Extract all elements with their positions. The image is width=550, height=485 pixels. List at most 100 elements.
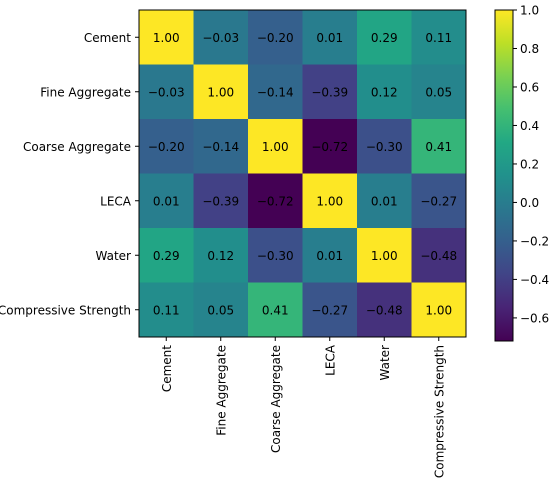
heatmap-cell <box>357 119 412 174</box>
heatmap-cell <box>302 10 358 65</box>
colorbar-tick-label: −0.6 <box>520 311 549 325</box>
cell-value-label: −0.27 <box>311 303 348 317</box>
cell-value-label: −0.39 <box>202 194 239 208</box>
heatmap-cell <box>357 173 412 229</box>
x-tick-label: Compressive Strength <box>432 345 446 478</box>
heatmap-cell <box>139 119 194 174</box>
heatmap-cell <box>411 173 467 229</box>
cell-value-label: 0.11 <box>153 303 180 317</box>
cell-value-label: −0.14 <box>202 140 239 154</box>
x-axis: Cement Fine Aggregate Coarse Aggregate LECA… <box>160 337 446 478</box>
cell-value-label: 0.41 <box>262 303 289 317</box>
x-tick-label: Cement <box>160 345 174 392</box>
cell-value-label: −0.39 <box>311 85 348 99</box>
cell-value-label: 0.05 <box>207 303 234 317</box>
cell-value-label: −0.03 <box>202 31 239 45</box>
heatmap-cell <box>302 282 358 338</box>
colorbar-tick-label: 0.6 <box>520 80 539 94</box>
cell-value-label: −0.27 <box>420 194 457 208</box>
heatmap-cell <box>139 282 194 338</box>
heatmap-cell <box>411 119 467 174</box>
colorbar-tick-label: 0.2 <box>520 157 539 171</box>
plot-frame <box>138 9 467 338</box>
heatmap-cell <box>357 10 412 65</box>
heatmap-cell <box>357 64 412 120</box>
heatmap-cell <box>248 119 303 174</box>
cell-value-label: 0.11 <box>425 31 452 45</box>
colorbar-tick-label: 0.0 <box>520 196 539 210</box>
heatmap-cell <box>193 228 249 283</box>
colorbar-tick-label: 0.4 <box>520 119 539 133</box>
cell-value-label: −0.72 <box>311 140 348 154</box>
heatmap-cell <box>193 282 249 338</box>
cell-value-label: −0.72 <box>257 194 294 208</box>
heatmap-cell <box>139 64 194 120</box>
colorbar-tick-label: −0.4 <box>520 273 549 287</box>
heatmap-cell <box>193 10 249 65</box>
heatmap-cell <box>302 64 358 120</box>
y-tick-label: Water <box>96 249 132 263</box>
heatmap-cell <box>302 119 358 174</box>
cell-value-label: 0.01 <box>153 194 180 208</box>
heatmap-cell <box>139 10 194 65</box>
cell-value-label: 1.00 <box>425 303 452 317</box>
heatmap-cell <box>248 282 303 338</box>
cell-value-label: −0.48 <box>420 249 457 263</box>
cell-value-label: 1.00 <box>316 194 343 208</box>
heatmap-value-labels: 1.00 −0.03 −0.20 0.01 0.29 0.11 −0.03 1.00 −0.14… <box>148 31 457 318</box>
y-tick-label: Compressive Strength <box>0 303 131 317</box>
heatmap-cell <box>193 64 249 120</box>
colorbar: 1.0 0.8 0.6 0.4 0.2 0.0 −0.2 −0.4 −0.6 <box>494 4 549 342</box>
heatmap-cell <box>411 64 467 120</box>
heatmap-cell <box>248 10 303 65</box>
cell-value-label: 1.00 <box>371 249 398 263</box>
x-tick-label: LECA <box>323 344 337 376</box>
cell-value-label: 0.01 <box>316 249 343 263</box>
y-tick-label: Fine Aggregate <box>40 85 131 99</box>
heatmap-cell <box>411 10 467 65</box>
y-tick-label: LECA <box>100 194 132 208</box>
y-tick-label: Coarse Aggregate <box>23 140 131 154</box>
heatmap-cell <box>248 173 303 229</box>
cell-value-label: 0.01 <box>371 194 398 208</box>
heatmap-cell <box>248 228 303 283</box>
colorbar-tick-label: 0.8 <box>520 42 539 56</box>
cell-value-label: 0.12 <box>207 249 234 263</box>
cell-value-label: −0.03 <box>148 85 185 99</box>
heatmap-cell <box>139 228 194 283</box>
heatmap-cell <box>357 228 412 283</box>
cell-value-label: −0.14 <box>257 85 294 99</box>
cell-value-label: 1.00 <box>262 140 289 154</box>
y-tick-label: Cement <box>84 31 131 45</box>
cell-value-label: −0.30 <box>366 140 403 154</box>
cell-value-label: 0.41 <box>425 140 452 154</box>
cell-value-label: 1.00 <box>207 85 234 99</box>
y-axis: Cement Fine Aggregate Coarse Aggregate LECA… <box>0 31 139 317</box>
x-tick-label: Fine Aggregate <box>214 345 228 436</box>
heatmap-cell <box>357 282 412 338</box>
heatmap-cell <box>411 228 467 283</box>
cell-value-label: 0.12 <box>371 85 398 99</box>
heatmap-cell <box>248 64 303 120</box>
heatmap-cell <box>302 228 358 283</box>
colorbar-tick-label: −0.2 <box>520 234 549 248</box>
heatmap-cell <box>411 282 467 338</box>
x-tick-label: Water <box>378 345 392 381</box>
cell-value-label: −0.20 <box>148 140 185 154</box>
heatmap-cells <box>139 10 467 338</box>
colorbar-gradient <box>494 9 514 342</box>
x-tick-label: Coarse Aggregate <box>269 345 283 453</box>
heatmap-cell <box>193 119 249 174</box>
heatmap-cell <box>193 173 249 229</box>
cell-value-label: 1.00 <box>153 31 180 45</box>
cell-value-label: 0.29 <box>371 31 398 45</box>
heatmap-cell <box>302 173 358 229</box>
heatmap-cell <box>139 173 194 229</box>
cell-value-label: 0.29 <box>153 249 180 263</box>
cell-value-label: −0.30 <box>257 249 294 263</box>
cell-value-label: 0.05 <box>425 85 452 99</box>
cell-value-label: −0.48 <box>366 303 403 317</box>
cell-value-label: −0.20 <box>257 31 294 45</box>
